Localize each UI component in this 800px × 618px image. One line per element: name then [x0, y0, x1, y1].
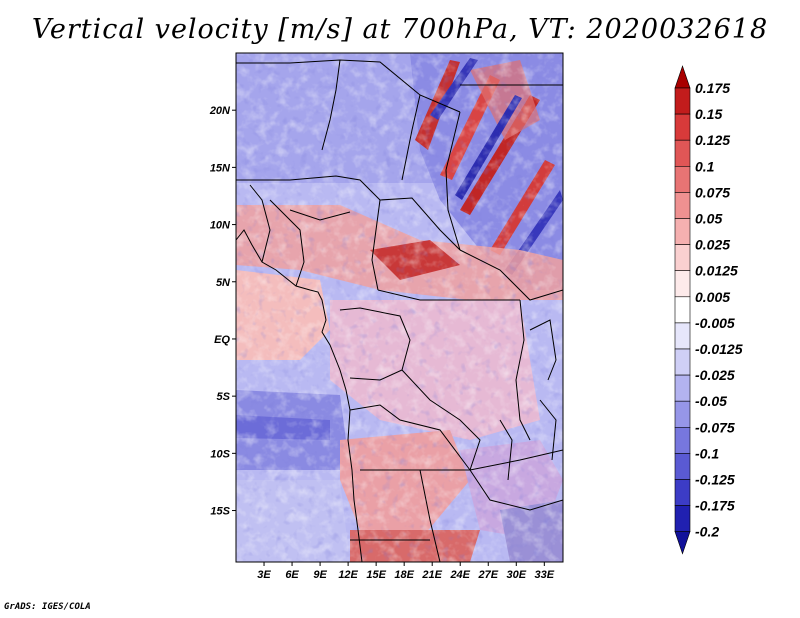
colorbar-label: -0.0125 [695, 341, 743, 357]
colorbar-label: 0.025 [695, 237, 730, 253]
colorbar-label: -0.005 [695, 315, 735, 331]
colorbar-bottom-arrow [674, 531, 691, 555]
colorbar-label: -0.175 [695, 498, 735, 514]
lon-label: 21E [421, 569, 442, 581]
colorbar-label: 0.075 [695, 184, 730, 200]
colorbar-swatch [674, 374, 691, 402]
colorbar-label: 0.175 [695, 80, 730, 96]
colorbar-swatch [674, 322, 691, 350]
lon-label: 6E [285, 569, 299, 581]
map-frame [235, 52, 564, 563]
latitude-axis: 20N 15N 10N 5N EQ 5S 10S 15S [209, 105, 236, 518]
colorbar-swatch [674, 348, 691, 376]
colorbar-swatch [674, 453, 691, 480]
colorbar: 0.175 0.15 0.125 0.1 0.075 0.05 0.025 0.0125 0.0… [674, 65, 743, 555]
lat-label: EQ [214, 334, 230, 346]
lat-label: 15N [210, 162, 231, 174]
lon-label: 27E [477, 569, 498, 581]
lat-label: 5S [217, 391, 231, 403]
colorbar-label: 0.05 [695, 211, 722, 227]
colorbar-swatch [674, 505, 691, 533]
lon-label: 3E [257, 569, 271, 581]
colorbar-swatch [674, 270, 691, 298]
lat-label: 10S [210, 448, 230, 460]
lat-label: 10N [210, 220, 231, 232]
colorbar-swatch [674, 192, 691, 219]
lat-label: 15S [210, 506, 230, 518]
colorbar-label: -0.05 [695, 393, 727, 409]
colorbar-swatch [674, 218, 691, 245]
lon-label: 24E [449, 569, 470, 581]
longitude-axis: 3E 6E 9E 12E 15E 18E 21E 24E 27E 30E 33E [257, 562, 555, 581]
colorbar-swatch [674, 400, 691, 428]
lat-label: 5N [216, 277, 231, 289]
colorbar-label: 0.1 [695, 158, 715, 174]
colorbar-swatch [674, 113, 691, 141]
colorbar-swatch [674, 296, 691, 324]
lon-label: 15E [366, 569, 386, 581]
colorbar-label: 0.0125 [695, 263, 738, 279]
colorbar-swatch [674, 244, 691, 272]
velocity-field [236, 53, 563, 562]
colorbar-label: 0.15 [695, 106, 722, 122]
country-borders [236, 59, 563, 562]
map-title: Vertical velocity [m/s] at 700hPa, VT: 2… [31, 14, 769, 45]
lon-label: 9E [313, 569, 327, 581]
lon-label: 18E [394, 569, 414, 581]
colorbar-label: -0.2 [695, 524, 719, 540]
colorbar-swatch [674, 479, 691, 506]
colorbar-label: -0.1 [695, 445, 719, 461]
colorbar-label: 0.125 [695, 132, 730, 148]
colorbar-swatch [674, 166, 691, 193]
colorbar-label: 0.005 [695, 289, 730, 305]
lon-label: 33E [535, 569, 555, 581]
lon-label: 12E [338, 569, 358, 581]
colorbar-top-arrow [674, 65, 691, 89]
lon-label: 30E [506, 569, 526, 581]
colorbar-swatch [674, 426, 691, 454]
lat-label: 20N [209, 105, 231, 117]
colorbar-label: -0.025 [695, 367, 735, 383]
credit-footer: GrADS: IGES/COLA [4, 602, 91, 612]
colorbar-swatch [674, 87, 691, 115]
colorbar-label: -0.075 [695, 419, 735, 435]
colorbar-swatch [674, 139, 691, 167]
colorbar-label: -0.125 [695, 472, 735, 488]
